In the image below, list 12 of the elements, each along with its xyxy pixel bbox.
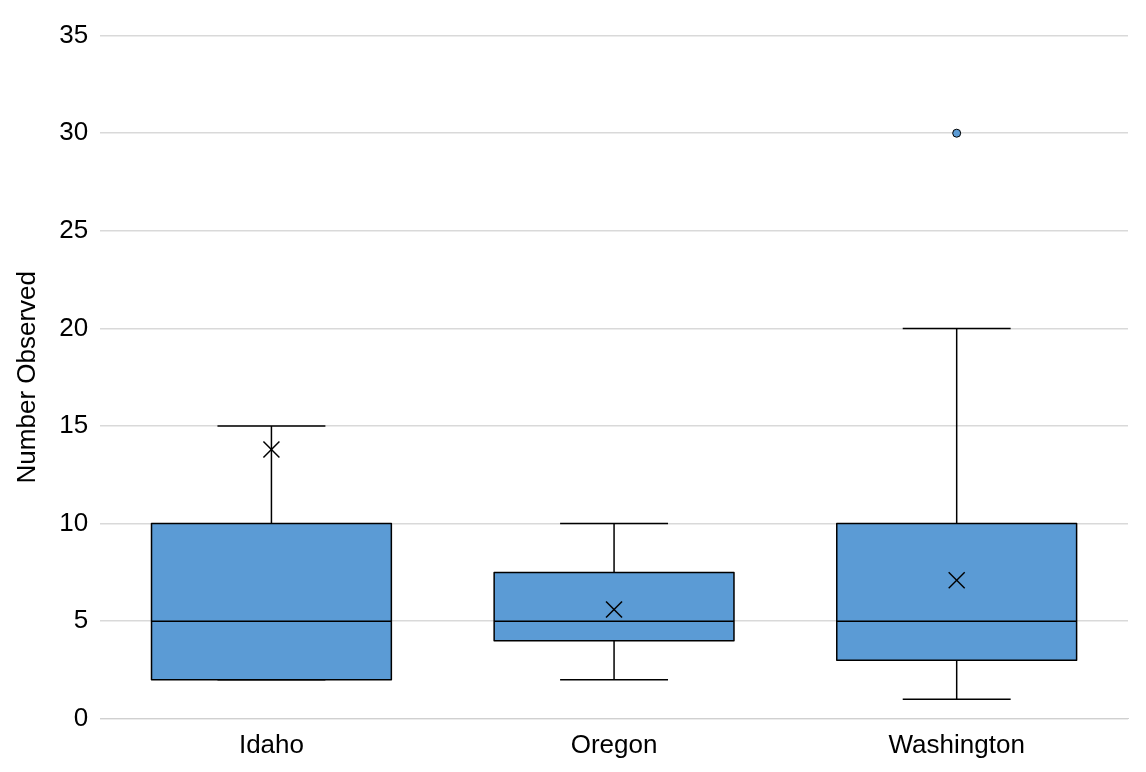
- y-tick-label: 10: [59, 506, 89, 537]
- y-tick-label: 0: [73, 701, 89, 732]
- y-tick-label: 35: [59, 18, 89, 49]
- x-tick-label: Idaho: [238, 728, 304, 759]
- y-tick-label: 15: [59, 409, 89, 440]
- y-axis-title: Number Observed: [10, 270, 41, 484]
- y-tick-label: 30: [59, 116, 89, 147]
- x-tick-label: Washington: [888, 728, 1025, 759]
- y-tick-label: 20: [59, 311, 89, 342]
- y-tick-label: 5: [73, 604, 89, 635]
- x-tick-label: Oregon: [570, 728, 658, 759]
- y-tick-label: 25: [59, 213, 89, 244]
